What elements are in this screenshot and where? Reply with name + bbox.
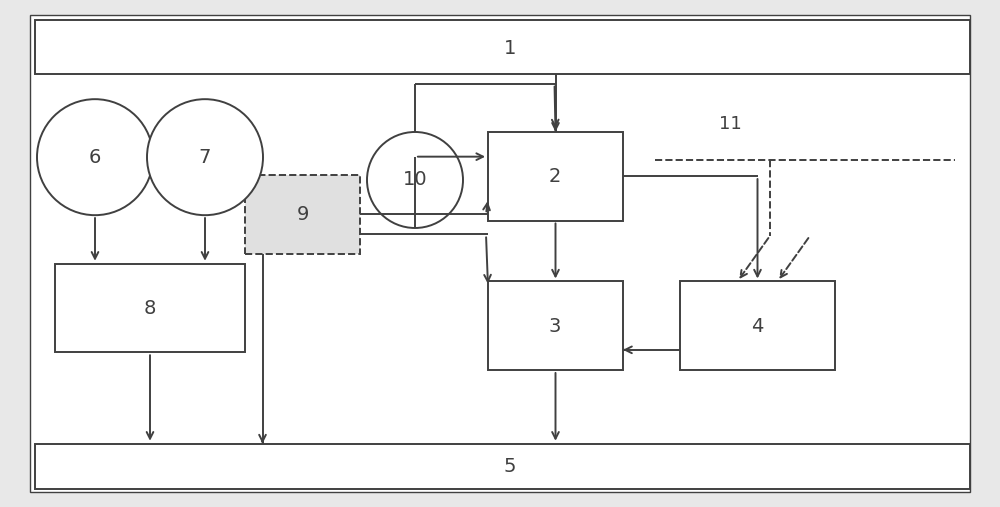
FancyBboxPatch shape xyxy=(488,132,623,221)
Text: 6: 6 xyxy=(89,148,101,167)
FancyBboxPatch shape xyxy=(55,264,245,352)
FancyBboxPatch shape xyxy=(35,20,970,74)
Text: 5: 5 xyxy=(504,457,516,476)
Text: 2: 2 xyxy=(549,167,561,186)
Text: 10: 10 xyxy=(403,170,427,190)
Text: 8: 8 xyxy=(144,299,156,318)
Ellipse shape xyxy=(367,132,463,228)
Text: 11: 11 xyxy=(719,115,741,133)
FancyBboxPatch shape xyxy=(35,444,970,489)
Ellipse shape xyxy=(37,99,153,215)
Text: 4: 4 xyxy=(751,316,763,336)
FancyBboxPatch shape xyxy=(30,15,970,492)
FancyBboxPatch shape xyxy=(680,281,835,370)
FancyBboxPatch shape xyxy=(245,175,360,254)
FancyBboxPatch shape xyxy=(488,281,623,370)
Ellipse shape xyxy=(147,99,263,215)
Text: 7: 7 xyxy=(199,148,211,167)
Text: 1: 1 xyxy=(504,39,516,58)
Text: 3: 3 xyxy=(549,316,561,336)
Text: 9: 9 xyxy=(296,205,309,224)
